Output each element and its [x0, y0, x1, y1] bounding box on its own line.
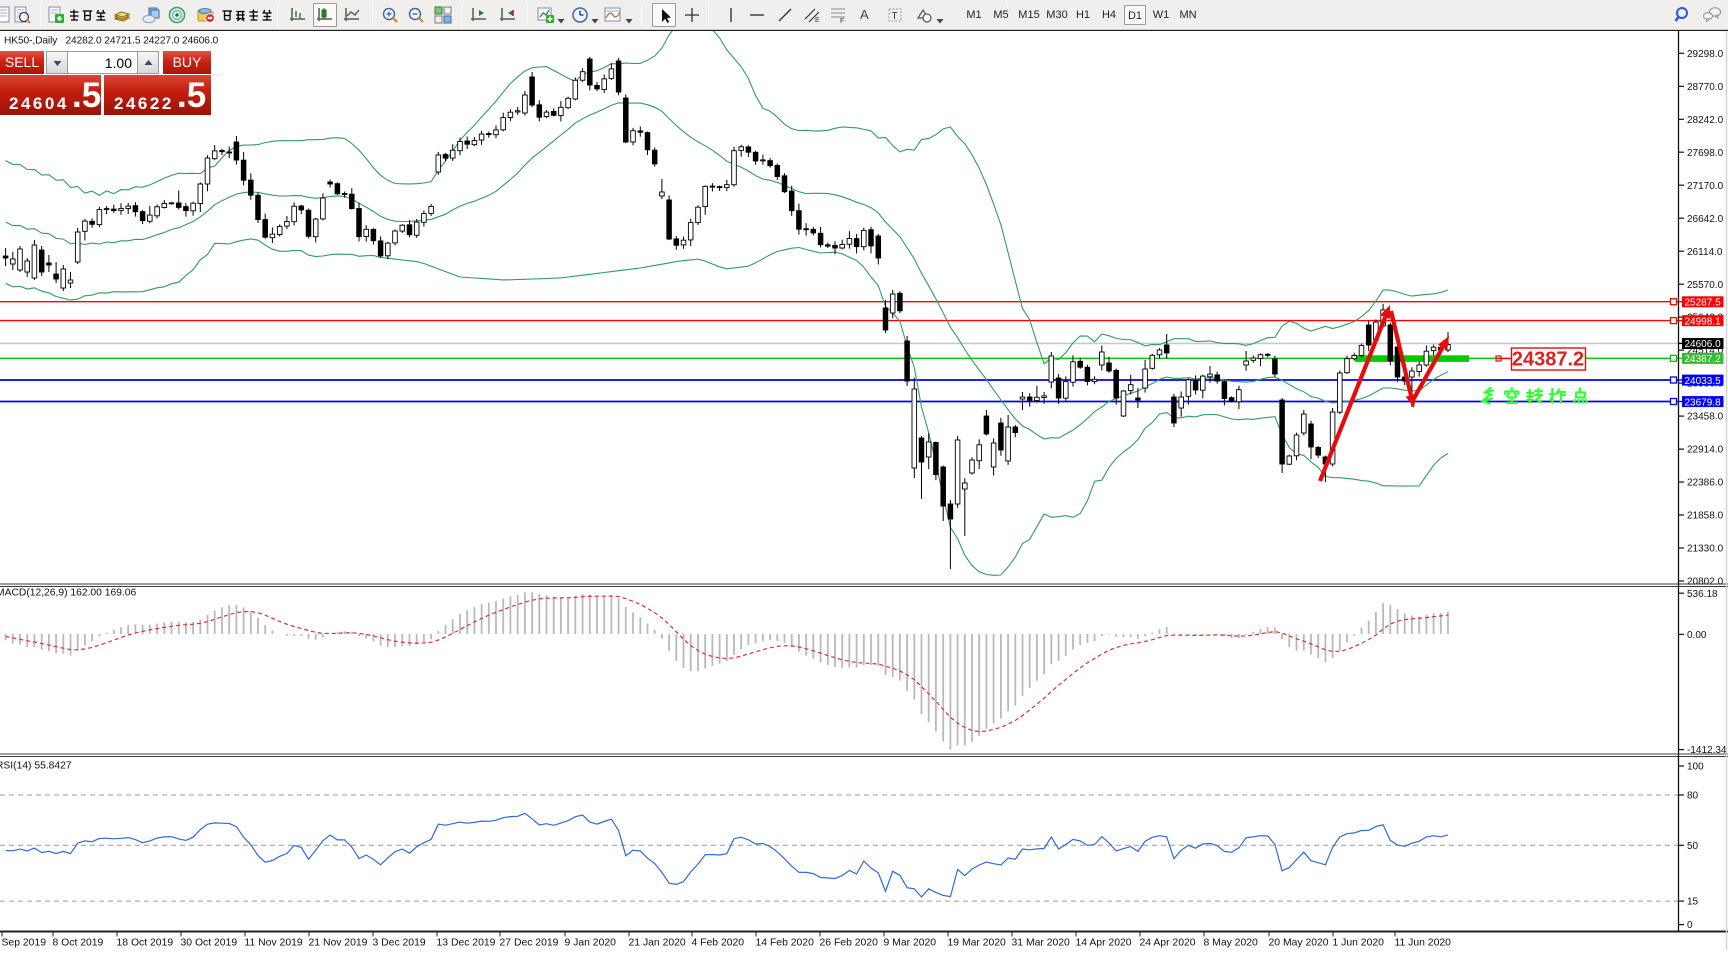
svg-text:31 Mar 2020: 31 Mar 2020 [1012, 938, 1071, 949]
svg-text:27170.0: 27170.0 [1687, 181, 1724, 192]
svg-text:22914.0: 22914.0 [1687, 445, 1724, 456]
svg-text:8 Oct 2019: 8 Oct 2019 [53, 938, 104, 949]
svg-text:21330.0: 21330.0 [1687, 544, 1724, 555]
svg-text:26 Feb 2020: 26 Feb 2020 [820, 938, 879, 949]
svg-text:100: 100 [1687, 762, 1704, 773]
svg-text:20802.0: 20802.0 [1687, 577, 1724, 588]
svg-text:25570.0: 25570.0 [1687, 280, 1724, 291]
svg-text:80: 80 [1687, 791, 1699, 802]
svg-text:0.00: 0.00 [1687, 630, 1707, 641]
svg-text:1 Jun 2020: 1 Jun 2020 [1333, 938, 1385, 949]
svg-text:11 Nov 2019: 11 Nov 2019 [245, 938, 303, 949]
svg-text:21858.0: 21858.0 [1687, 511, 1724, 522]
svg-text:RSI(14) 55.8427: RSI(14) 55.8427 [0, 761, 72, 772]
svg-text:24 Apr 2020: 24 Apr 2020 [1140, 938, 1196, 949]
svg-text:0: 0 [1687, 920, 1693, 931]
svg-text:26114.0: 26114.0 [1687, 247, 1723, 258]
svg-text:19 Mar 2020: 19 Mar 2020 [948, 938, 1007, 949]
svg-text:28242.0: 28242.0 [1687, 115, 1724, 126]
svg-text:14 Feb 2020: 14 Feb 2020 [756, 938, 815, 949]
svg-text:HK50-,Daily 24282.0 24721.5: HK50-,Daily 24282.0 24721.5 24227.0 2460… [4, 36, 219, 47]
svg-text:50: 50 [1687, 841, 1699, 852]
svg-text:26642.0: 26642.0 [1687, 214, 1724, 225]
svg-text:28770.0: 28770.0 [1687, 82, 1724, 93]
svg-text:25287.5: 25287.5 [1685, 298, 1722, 309]
svg-text:20 May 2020: 20 May 2020 [1269, 938, 1329, 949]
svg-text:T: T [892, 11, 898, 22]
svg-text:29298.0: 29298.0 [1687, 49, 1724, 60]
svg-text:27 Dec 2019: 27 Dec 2019 [500, 938, 559, 949]
svg-text:24033.5: 24033.5 [1685, 376, 1722, 387]
svg-text:24998.1: 24998.1 [1685, 316, 1722, 327]
svg-text:30 Oct 2019: 30 Oct 2019 [181, 938, 238, 949]
svg-text:24387.2: 24387.2 [1685, 354, 1722, 365]
svg-text:14 Apr 2020: 14 Apr 2020 [1076, 938, 1132, 949]
svg-text:4 Feb 2020: 4 Feb 2020 [692, 938, 745, 949]
svg-text:18 Oct 2019: 18 Oct 2019 [117, 938, 174, 949]
svg-text:23679.8: 23679.8 [1685, 397, 1722, 408]
svg-text:13 Dec 2019: 13 Dec 2019 [437, 938, 496, 949]
svg-text:9 Mar 2020: 9 Mar 2020 [884, 938, 937, 949]
svg-text:8 May 2020: 8 May 2020 [1204, 938, 1259, 949]
svg-text:MACD(12,26,9) 162.00 169.06: MACD(12,26,9) 162.00 169.06 [0, 588, 137, 599]
svg-text:21 Jan 2020: 21 Jan 2020 [629, 938, 686, 949]
svg-text:21 Nov 2019: 21 Nov 2019 [309, 938, 368, 949]
svg-text:-1412.34: -1412.34 [1687, 745, 1727, 756]
svg-text:27698.0: 27698.0 [1687, 148, 1724, 159]
svg-text:9 Jan 2020: 9 Jan 2020 [565, 938, 617, 949]
svg-text:536.18: 536.18 [1687, 589, 1718, 600]
svg-text:22386.0: 22386.0 [1687, 478, 1724, 489]
svg-text:24514.0: 24514.0 [1687, 346, 1724, 357]
svg-text:3 Dec 2019: 3 Dec 2019 [373, 938, 426, 949]
svg-text:24387.2: 24387.2 [1512, 349, 1584, 371]
svg-text:15: 15 [1687, 897, 1699, 908]
svg-text:23458.0: 23458.0 [1687, 412, 1724, 423]
svg-text:11 Jun 2020: 11 Jun 2020 [1395, 938, 1452, 949]
svg-text:Sep 2019: Sep 2019 [2, 938, 47, 949]
svg-text:F: F [840, 18, 844, 24]
svg-text:E: E [815, 17, 820, 24]
svg-text:24606.0: 24606.0 [1685, 339, 1722, 350]
